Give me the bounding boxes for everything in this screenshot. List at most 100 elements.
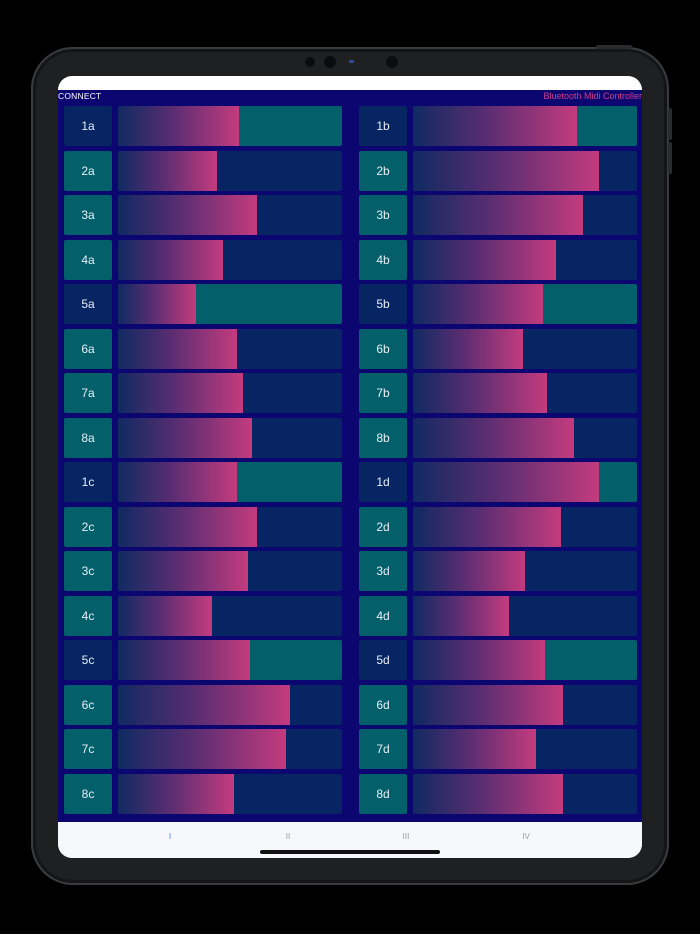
fader-1d[interactable]	[413, 462, 637, 502]
fader-level	[118, 417, 253, 458]
channel-row: 2a	[64, 150, 342, 191]
channel-row: 2d	[359, 506, 637, 547]
channel-row: 7b	[359, 373, 637, 413]
channel-label-5c[interactable]: 5c	[64, 640, 112, 680]
fader-8c[interactable]	[118, 773, 342, 814]
fader-3a[interactable]	[118, 195, 342, 235]
fader-5a[interactable]	[118, 284, 342, 324]
channel-row: 5c	[64, 640, 342, 680]
fader-3c[interactable]	[118, 551, 342, 591]
fader-8b[interactable]	[413, 417, 637, 458]
channel-label-2c[interactable]: 2c	[64, 506, 112, 547]
channel-label-7c[interactable]: 7c	[64, 729, 112, 769]
channel-label-3d[interactable]: 3d	[359, 551, 407, 591]
channel-label-8d[interactable]: 8d	[359, 773, 407, 814]
fader-7b[interactable]	[413, 373, 637, 413]
channel-label-7b[interactable]: 7b	[359, 373, 407, 413]
channel-label-2a[interactable]: 2a	[64, 150, 112, 191]
channel-label-3c[interactable]: 3c	[64, 551, 112, 591]
fader-5b[interactable]	[413, 284, 637, 324]
fader-4c[interactable]	[118, 595, 342, 636]
fader-1a[interactable]	[118, 106, 342, 146]
tab-IV[interactable]: IV	[522, 832, 530, 841]
fader-1c[interactable]	[118, 462, 342, 502]
fader-7c[interactable]	[118, 729, 342, 769]
channel-label-7d[interactable]: 7d	[359, 729, 407, 769]
channel-row: 4c	[64, 595, 342, 636]
channel-label-1a[interactable]: 1a	[64, 106, 112, 146]
fader-4a[interactable]	[118, 239, 342, 280]
fader-3b[interactable]	[413, 195, 637, 235]
channel-row: 6d	[359, 684, 637, 725]
channel-label-2d[interactable]: 2d	[359, 506, 407, 547]
fader-4b[interactable]	[413, 239, 637, 280]
fader-1b[interactable]	[413, 106, 637, 146]
fader-2b[interactable]	[413, 150, 637, 191]
channel-row: 6c	[64, 684, 342, 725]
tab-III[interactable]: III	[402, 832, 410, 841]
fader-8a[interactable]	[118, 417, 342, 458]
channel-label-1c[interactable]: 1c	[64, 462, 112, 502]
channel-label-2b[interactable]: 2b	[359, 150, 407, 191]
channel-row: 2c	[64, 506, 342, 547]
fader-2c[interactable]	[118, 506, 342, 547]
fader-6a[interactable]	[118, 328, 342, 369]
channel-label-7a[interactable]: 7a	[64, 373, 112, 413]
volume-down-button	[668, 142, 672, 174]
channel-row: 1d	[359, 462, 637, 502]
channel-label-4c[interactable]: 4c	[64, 595, 112, 636]
channel-label-1b[interactable]: 1b	[359, 106, 407, 146]
fader-3d[interactable]	[413, 551, 637, 591]
channel-label-6c[interactable]: 6c	[64, 684, 112, 725]
fader-level	[118, 239, 224, 280]
fader-5c[interactable]	[118, 640, 342, 680]
fader-level	[413, 640, 546, 680]
fader-4d[interactable]	[413, 595, 637, 636]
channel-label-4d[interactable]: 4d	[359, 595, 407, 636]
fader-6b[interactable]	[413, 328, 637, 369]
app-title: Bluetooth Midi Controller	[543, 91, 642, 101]
fader-level	[413, 373, 548, 413]
channel-label-6d[interactable]: 6d	[359, 684, 407, 725]
fader-8d[interactable]	[413, 773, 637, 814]
camera-icon	[324, 56, 336, 68]
fader-5d[interactable]	[413, 640, 637, 680]
channel-row: 4a	[64, 239, 342, 280]
channel-label-5b[interactable]: 5b	[359, 284, 407, 324]
camera-icon	[386, 56, 398, 68]
volume-up-button	[668, 108, 672, 140]
home-indicator[interactable]	[260, 850, 440, 854]
channel-row: 8b	[359, 417, 637, 458]
channel-row: 2b	[359, 150, 637, 191]
fader-level	[118, 551, 248, 591]
channel-label-3a[interactable]: 3a	[64, 195, 112, 235]
fader-6c[interactable]	[118, 684, 342, 725]
channel-label-5a[interactable]: 5a	[64, 284, 112, 324]
channel-row: 7d	[359, 729, 637, 769]
channel-label-8c[interactable]: 8c	[64, 773, 112, 814]
channel-row: 5d	[359, 640, 637, 680]
fader-7d[interactable]	[413, 729, 637, 769]
channel-row: 1b	[359, 106, 637, 146]
tab-I[interactable]: I	[168, 832, 172, 841]
fader-level	[413, 284, 543, 324]
channel-label-5d[interactable]: 5d	[359, 640, 407, 680]
channel-label-6b[interactable]: 6b	[359, 328, 407, 369]
channel-row: 3a	[64, 195, 342, 235]
fader-7a[interactable]	[118, 373, 342, 413]
tab-II[interactable]: II	[285, 832, 291, 841]
channel-label-3b[interactable]: 3b	[359, 195, 407, 235]
connect-button[interactable]: CONNECT	[58, 91, 102, 101]
channel-label-8b[interactable]: 8b	[359, 417, 407, 458]
fader-level	[118, 328, 237, 369]
fader-2a[interactable]	[118, 150, 342, 191]
channel-label-8a[interactable]: 8a	[64, 417, 112, 458]
channel-label-6a[interactable]: 6a	[64, 328, 112, 369]
channel-label-1d[interactable]: 1d	[359, 462, 407, 502]
channel-label-4b[interactable]: 4b	[359, 239, 407, 280]
channel-row: 7c	[64, 729, 342, 769]
channel-row: 8a	[64, 417, 342, 458]
channel-label-4a[interactable]: 4a	[64, 239, 112, 280]
fader-2d[interactable]	[413, 506, 637, 547]
fader-6d[interactable]	[413, 684, 637, 725]
